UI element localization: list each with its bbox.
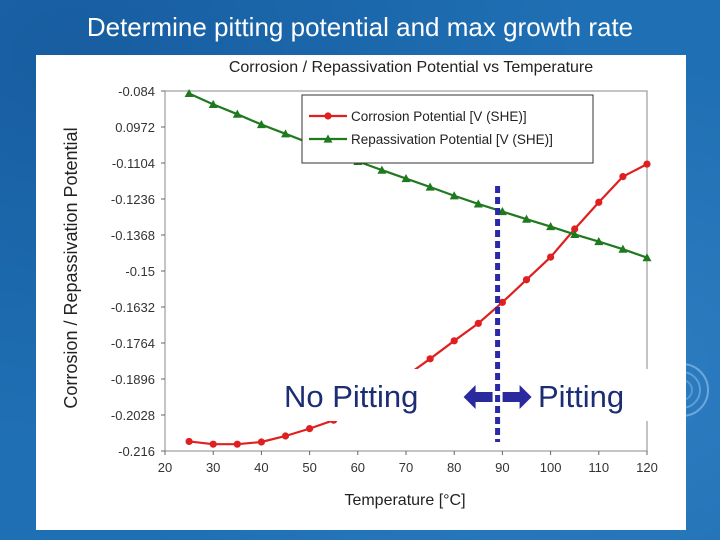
y-tick-label: -0.216 — [118, 444, 155, 459]
y-tick-label: -0.1368 — [111, 228, 155, 243]
x-tick-label: 50 — [302, 460, 316, 475]
repassivation-point — [642, 253, 652, 262]
corrosion-point — [306, 425, 314, 433]
corrosion-point — [281, 432, 290, 440]
corrosion-point — [257, 438, 265, 446]
corrosion-point — [185, 437, 193, 446]
repassivation-point — [232, 109, 242, 118]
corrosion-point — [498, 298, 506, 306]
legend-label: Repassivation Potential [V (SHE)] — [351, 132, 553, 147]
x-tick-label: 30 — [206, 460, 220, 475]
slide-title: Determine pitting potential and max grow… — [86, 12, 634, 42]
repassivation-point — [618, 244, 628, 253]
legend-marker — [323, 134, 333, 143]
pitting-annotation: No Pitting Pitting — [276, 186, 652, 442]
repassivation-point — [546, 222, 556, 231]
repassivation-point — [594, 237, 604, 246]
repassivation-point — [570, 229, 580, 239]
repassivation-point — [281, 129, 290, 138]
x-tick-label: 100 — [540, 460, 562, 475]
corrosion-point — [595, 198, 603, 206]
repassivation-point — [256, 120, 266, 129]
y-tick-label: -0.1632 — [111, 300, 155, 315]
repassivation-point — [522, 214, 531, 223]
x-tick-label: 60 — [351, 460, 365, 475]
pitting-label: Pitting — [538, 379, 624, 414]
repassivation-point — [377, 165, 387, 174]
left-arrow-icon — [463, 385, 493, 409]
repassivation-point — [497, 207, 507, 216]
corrosion-point — [643, 160, 651, 168]
y-tick-label: 0.0972 — [115, 120, 155, 135]
corrosion-point — [450, 337, 458, 345]
y-tick-label: -0.084 — [118, 84, 155, 99]
x-tick-label: 90 — [495, 460, 509, 475]
corrosion-point — [619, 173, 627, 181]
corrosion-point — [209, 440, 217, 448]
x-tick-label: 120 — [636, 460, 658, 475]
legend-box — [301, 94, 594, 164]
corrosion-point — [571, 225, 579, 233]
corrosion-point — [233, 440, 241, 448]
legend-marker — [324, 112, 332, 120]
y-axis-label: Corrosion / Repassivation Potential — [61, 127, 81, 408]
x-tick-label: 110 — [588, 460, 609, 475]
x-tick-label: 70 — [399, 460, 413, 475]
y-tick-label: -0.1236 — [111, 192, 155, 207]
chart-panel: Corrosion / Repassivation Potential vs T… — [36, 55, 686, 530]
y-tick-label: -0.1896 — [111, 372, 155, 387]
x-tick-label: 20 — [158, 460, 172, 475]
no-pitting-label: No Pitting — [284, 379, 418, 414]
corrosion-chart: Corrosion / Repassivation Potential vs T… — [61, 59, 658, 509]
corrosion-point — [426, 355, 434, 363]
x-tick-label: 40 — [254, 460, 268, 475]
repassivation-point — [184, 88, 194, 98]
y-tick-label: -0.1104 — [112, 156, 155, 171]
pitting-label-background — [506, 369, 652, 421]
legend-label: Corrosion Potential [V (SHE)] — [351, 109, 527, 124]
repassivation-point — [425, 182, 435, 191]
repassivation-line — [188, 92, 648, 259]
right-arrow-icon — [502, 385, 532, 409]
repassivation-point — [208, 99, 218, 108]
y-tick-label: -0.2028 — [111, 408, 155, 423]
corrosion-point — [474, 319, 482, 327]
repassivation-point — [401, 174, 411, 183]
y-tick-label: -0.15 — [125, 264, 155, 279]
chart-title: Corrosion / Repassivation Potential vs T… — [229, 59, 593, 76]
corrosion-point — [547, 253, 555, 261]
axis-ticks: -0.084 0.0972 -0.1104 -0.1236 -0.1368 -0.15 -0… — [111, 84, 658, 475]
no-pitting-label-background — [276, 369, 456, 421]
corrosion-point — [522, 276, 531, 284]
legend: Corrosion Potential [V (SHE)] Repassivati… — [301, 94, 594, 164]
x-axis-label: Temperature [°C] — [344, 492, 465, 509]
repassivation-point — [449, 191, 459, 200]
repassivation-point — [473, 199, 483, 208]
y-tick-label: -0.1764 — [111, 336, 155, 351]
x-tick-label: 80 — [447, 460, 461, 475]
